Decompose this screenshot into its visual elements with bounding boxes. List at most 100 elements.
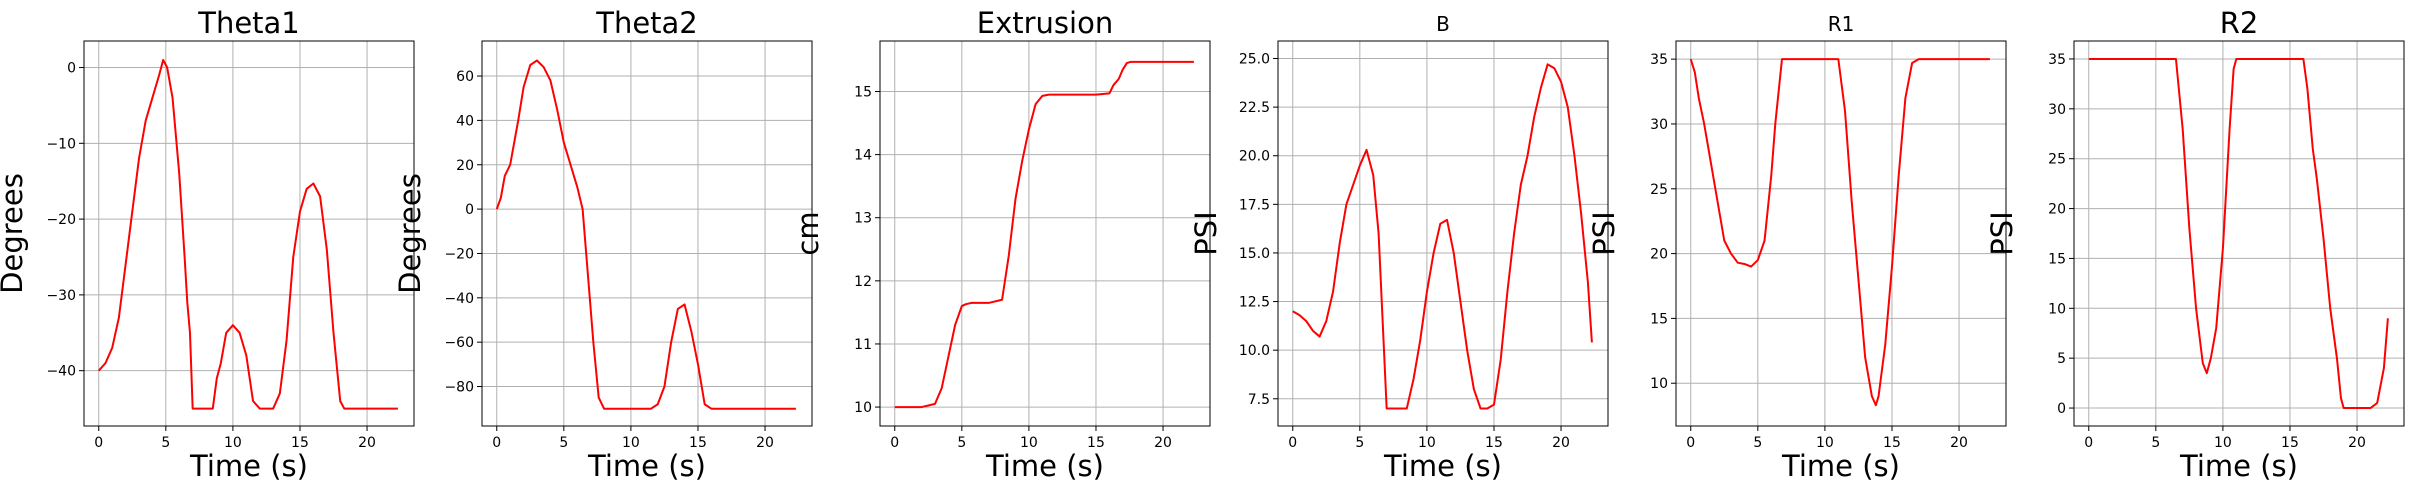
y-tick-label: 7.5 xyxy=(1248,392,1270,408)
x-tick-label: 10 xyxy=(622,435,640,451)
x-tick-label: 15 xyxy=(1485,435,1503,451)
y-tick-label: −80 xyxy=(444,380,474,396)
y-tick-label: 5 xyxy=(2057,351,2066,367)
y-tick-label: 25 xyxy=(2048,152,2066,168)
series-line-theta2 xyxy=(495,59,796,410)
x-tick-label: 15 xyxy=(2281,435,2299,451)
y-tick-label: 10 xyxy=(2048,301,2066,317)
x-tick-label: 10 xyxy=(1020,435,1038,451)
y-tick-label: 0 xyxy=(67,61,76,77)
x-tick-label: 20 xyxy=(1552,435,1570,451)
y-tick-label: 15 xyxy=(1650,311,1668,327)
y-tick-label: 15 xyxy=(854,84,872,100)
x-tick-label: 15 xyxy=(1883,435,1901,451)
y-tick-label: 11 xyxy=(854,337,872,353)
x-tick-label: 20 xyxy=(756,435,774,451)
y-tick-label: −20 xyxy=(46,212,76,228)
y-axis-label: Degrees xyxy=(0,173,29,294)
y-tick-label: 25 xyxy=(1650,182,1668,198)
y-tick-label: 12.5 xyxy=(1239,295,1270,311)
x-axis-label: Time (s) xyxy=(1781,449,1900,483)
y-tick-label: 15.0 xyxy=(1239,246,1270,262)
x-tick-label: 5 xyxy=(957,435,966,451)
y-axis-label: PSI xyxy=(1189,211,1223,255)
y-tick-label: 22.5 xyxy=(1239,100,1270,116)
y-tick-label: 60 xyxy=(456,69,474,85)
plot-frame xyxy=(1277,40,1609,427)
y-tick-label: −10 xyxy=(46,136,76,152)
x-tick-label: 10 xyxy=(224,435,242,451)
x-tick-label: 10 xyxy=(2214,435,2232,451)
y-tick-label: 15 xyxy=(2048,251,2066,267)
subplot-theta1: 0 5 10 15 20 0 −10 −20 −30 −40 Theta1 Time (s) Degre… xyxy=(0,6,415,483)
plot-frame xyxy=(1675,40,2007,427)
x-tick-label: 5 xyxy=(2151,435,2160,451)
x-tick-label: 10 xyxy=(1418,435,1436,451)
x-tick-label: 5 xyxy=(559,435,568,451)
x-tick-label: 5 xyxy=(161,435,170,451)
subplot-b: 0 5 10 15 20 25.0 22.5 20.0 17.5 15.0 12.5 10.0 7.5 B… xyxy=(1189,12,1609,483)
chart-title: R2 xyxy=(2220,6,2259,40)
series-line-theta1 xyxy=(98,58,398,410)
y-tick-label: 17.5 xyxy=(1239,197,1270,213)
x-tick-label: 5 xyxy=(1355,435,1364,451)
y-tick-label: −30 xyxy=(46,288,76,304)
y-tick-label: −40 xyxy=(444,291,474,307)
x-tick-label: 0 xyxy=(1686,435,1695,451)
x-tick-label: 0 xyxy=(94,435,103,451)
y-tick-label: 10.0 xyxy=(1239,343,1270,359)
chart-title: R1 xyxy=(1828,12,1855,36)
x-tick-label: 0 xyxy=(1288,435,1297,451)
y-tick-label: 0 xyxy=(2057,401,2066,417)
y-tick-label: 35 xyxy=(1650,52,1668,68)
plot-frame xyxy=(83,40,415,427)
y-tick-label: −60 xyxy=(444,335,474,351)
x-axis-label: Time (s) xyxy=(189,449,308,483)
y-tick-label: 35 xyxy=(2048,52,2066,68)
x-tick-label: 15 xyxy=(689,435,707,451)
x-tick-label: 20 xyxy=(1154,435,1172,451)
series-line-b xyxy=(1292,63,1593,410)
y-axis-label: PSI xyxy=(1985,211,2019,255)
x-tick-label: 15 xyxy=(291,435,309,451)
y-tick-label: 20.0 xyxy=(1239,149,1270,165)
subplot-r1: 0 5 10 15 20 35 30 25 20 15 10 R1 Time (s) PSI xyxy=(1587,12,2007,483)
series-line-r1 xyxy=(1689,58,1990,407)
x-tick-label: 20 xyxy=(2348,435,2366,451)
chart-title: Theta2 xyxy=(595,6,698,40)
chart-title: Theta1 xyxy=(197,6,300,40)
y-axis-label: PSI xyxy=(1587,211,1621,255)
subplot-theta2: 0 5 10 15 20 60 40 20 0 −20 −40 −60 −80 Theta2 Time (s… xyxy=(393,6,813,483)
x-axis-label: Time (s) xyxy=(2179,449,2298,483)
subplot-extrusion: 0 5 10 15 20 15 14 13 12 11 10 Extrusion Time (s) cm xyxy=(791,6,1211,483)
x-axis-label: Time (s) xyxy=(985,449,1104,483)
y-tick-label: 13 xyxy=(854,211,872,227)
y-tick-label: 20 xyxy=(456,158,474,174)
x-tick-label: 20 xyxy=(1950,435,1968,451)
y-tick-label: 10 xyxy=(854,400,872,416)
y-tick-label: 30 xyxy=(1650,117,1668,133)
y-tick-label: 25.0 xyxy=(1239,52,1270,68)
series-line-extrusion xyxy=(894,60,1194,409)
x-tick-label: 0 xyxy=(2084,435,2093,451)
y-tick-label: −40 xyxy=(46,364,76,380)
y-tick-label: 0 xyxy=(465,202,474,218)
x-tick-label: 0 xyxy=(492,435,501,451)
x-tick-label: 20 xyxy=(358,435,376,451)
x-tick-label: 5 xyxy=(1753,435,1762,451)
y-tick-label: 20 xyxy=(2048,202,2066,218)
y-tick-label: 14 xyxy=(854,148,872,164)
y-tick-label: −20 xyxy=(444,246,474,262)
x-axis-label: Time (s) xyxy=(1383,449,1502,483)
plot-frame xyxy=(481,40,813,427)
plot-frame xyxy=(879,40,1211,427)
x-tick-label: 10 xyxy=(1816,435,1834,451)
plot-frame xyxy=(2073,40,2405,427)
subplot-r2: 0 5 10 15 20 35 30 25 20 15 10 5 0 R2 Time (s) PSI xyxy=(1985,6,2405,483)
y-tick-label: 40 xyxy=(456,113,474,129)
series-line-r2 xyxy=(2088,57,2389,410)
y-axis-label: cm xyxy=(791,211,825,255)
y-tick-label: 12 xyxy=(854,274,872,290)
y-tick-label: 30 xyxy=(2048,102,2066,118)
